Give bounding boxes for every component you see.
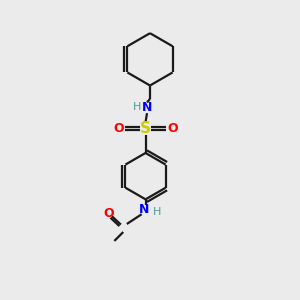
Text: O: O bbox=[167, 122, 178, 135]
Text: O: O bbox=[104, 207, 114, 220]
Text: O: O bbox=[113, 122, 124, 135]
Text: N: N bbox=[139, 203, 149, 216]
Text: S: S bbox=[140, 121, 151, 136]
Text: H: H bbox=[132, 102, 141, 112]
Text: H: H bbox=[153, 207, 161, 217]
Text: N: N bbox=[142, 101, 152, 114]
